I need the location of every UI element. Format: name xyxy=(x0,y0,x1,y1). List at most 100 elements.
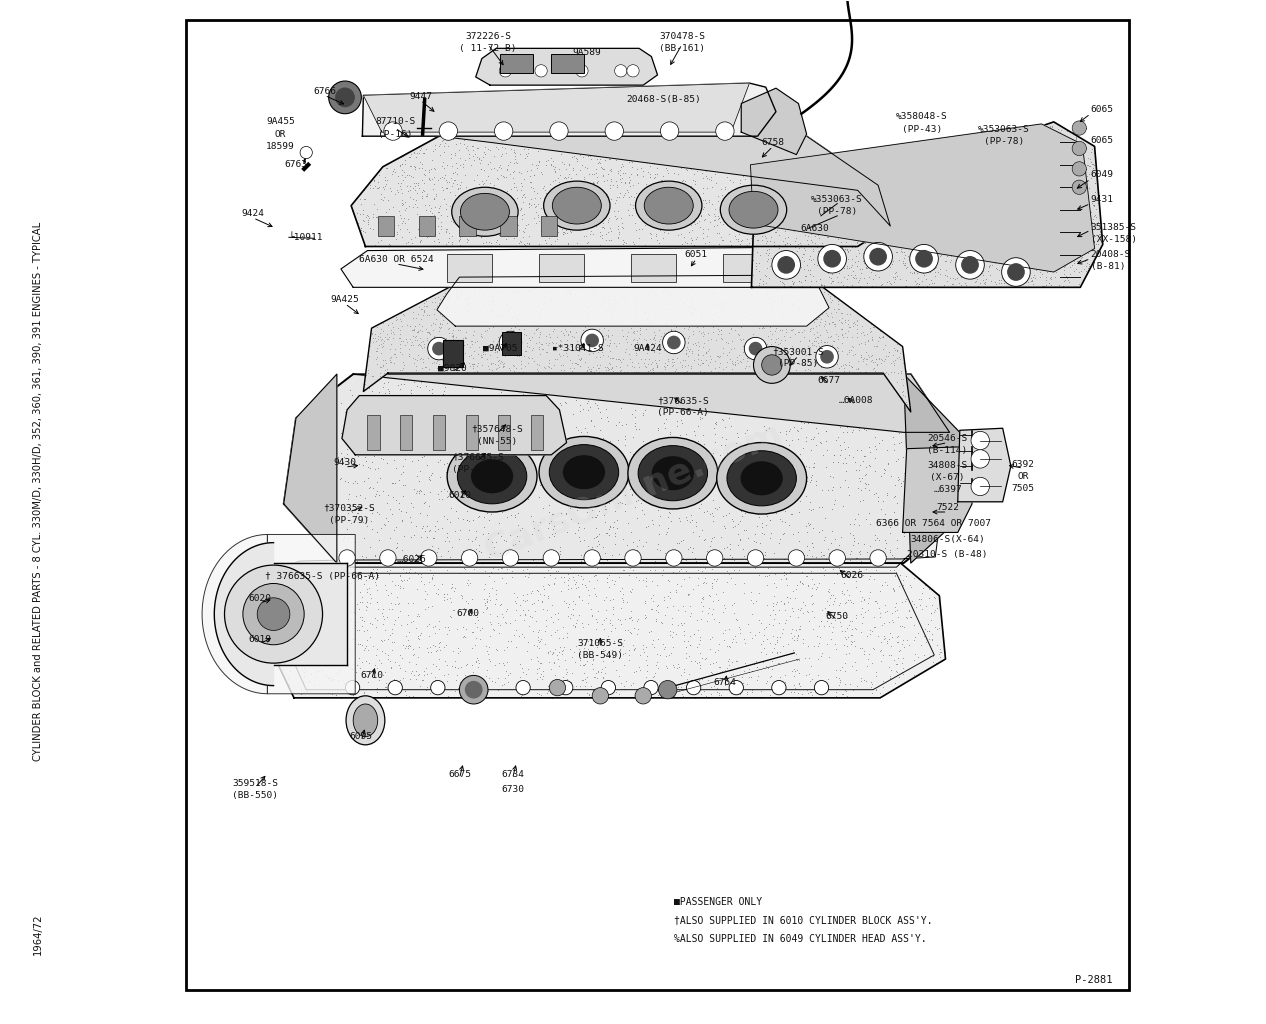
Point xyxy=(1018,211,1038,227)
Point xyxy=(404,374,424,390)
Point xyxy=(834,451,855,467)
Point xyxy=(810,216,830,232)
Point xyxy=(1013,173,1033,189)
Point xyxy=(608,301,628,317)
Point xyxy=(544,518,565,535)
Point xyxy=(804,148,824,165)
Point xyxy=(701,629,722,645)
Point xyxy=(406,145,427,162)
Point xyxy=(812,482,832,499)
Point xyxy=(737,684,757,700)
Point xyxy=(617,537,637,553)
Point xyxy=(646,486,666,503)
Point xyxy=(386,589,406,605)
Point xyxy=(452,444,472,461)
Point xyxy=(886,374,906,390)
Point xyxy=(852,600,872,616)
Point xyxy=(375,517,395,534)
Point xyxy=(349,636,370,652)
Point xyxy=(311,643,332,659)
Point xyxy=(803,535,823,551)
Point xyxy=(857,544,877,560)
Point xyxy=(825,257,846,273)
Point xyxy=(349,678,370,694)
Point xyxy=(365,610,385,627)
Point xyxy=(563,160,584,176)
Point xyxy=(556,493,576,509)
Point xyxy=(536,422,556,438)
Point xyxy=(591,141,611,158)
Point xyxy=(471,348,491,365)
Point xyxy=(447,481,467,498)
Point xyxy=(865,362,885,379)
Point xyxy=(672,179,693,196)
Point xyxy=(976,200,996,216)
Point xyxy=(594,219,614,236)
Point xyxy=(361,689,381,706)
Circle shape xyxy=(499,331,522,353)
Point xyxy=(573,656,594,673)
Point xyxy=(481,311,501,328)
Point xyxy=(480,546,500,562)
Point xyxy=(863,236,884,252)
Point xyxy=(763,211,784,227)
Point xyxy=(547,622,567,638)
Point xyxy=(671,532,691,549)
Point xyxy=(1001,224,1022,241)
Point xyxy=(613,417,633,433)
Point xyxy=(653,555,674,571)
Point xyxy=(806,317,827,334)
Point xyxy=(1029,254,1050,270)
Point xyxy=(862,270,882,287)
Point xyxy=(446,455,466,471)
Point xyxy=(598,195,618,211)
Point xyxy=(525,215,546,231)
Point xyxy=(1004,223,1024,240)
Point xyxy=(927,621,947,637)
Point xyxy=(625,568,646,585)
Point xyxy=(782,321,803,337)
Point xyxy=(879,185,899,202)
Point xyxy=(429,350,449,367)
Point xyxy=(837,419,857,435)
Point xyxy=(800,266,820,283)
Point xyxy=(372,179,392,196)
Point xyxy=(757,577,777,593)
Point xyxy=(419,162,439,178)
Point xyxy=(789,504,809,520)
Point xyxy=(424,529,444,546)
Point xyxy=(327,510,347,526)
Point xyxy=(846,172,866,188)
Point xyxy=(951,267,971,284)
Point xyxy=(503,356,523,373)
Point xyxy=(852,470,872,486)
Point xyxy=(800,307,820,324)
Point xyxy=(573,657,594,674)
Point xyxy=(784,288,804,304)
Point xyxy=(818,330,838,346)
Point xyxy=(960,234,980,251)
Point xyxy=(325,601,346,617)
Point xyxy=(1050,221,1070,238)
Point xyxy=(1009,215,1029,231)
Point xyxy=(423,224,443,241)
Point xyxy=(868,268,889,285)
Point xyxy=(861,316,881,333)
Point xyxy=(655,430,675,446)
Point xyxy=(492,311,513,328)
Point xyxy=(772,275,793,292)
Point xyxy=(509,346,529,362)
Point xyxy=(384,318,404,335)
Point xyxy=(819,254,839,270)
Point xyxy=(806,338,827,354)
Point xyxy=(742,464,762,480)
Point xyxy=(428,674,448,690)
Point xyxy=(642,230,662,247)
Point xyxy=(955,252,975,268)
Point xyxy=(679,406,699,422)
Point xyxy=(901,177,922,194)
Point xyxy=(955,167,975,183)
Point xyxy=(387,553,408,569)
Point xyxy=(1046,246,1066,262)
Point xyxy=(491,412,511,428)
